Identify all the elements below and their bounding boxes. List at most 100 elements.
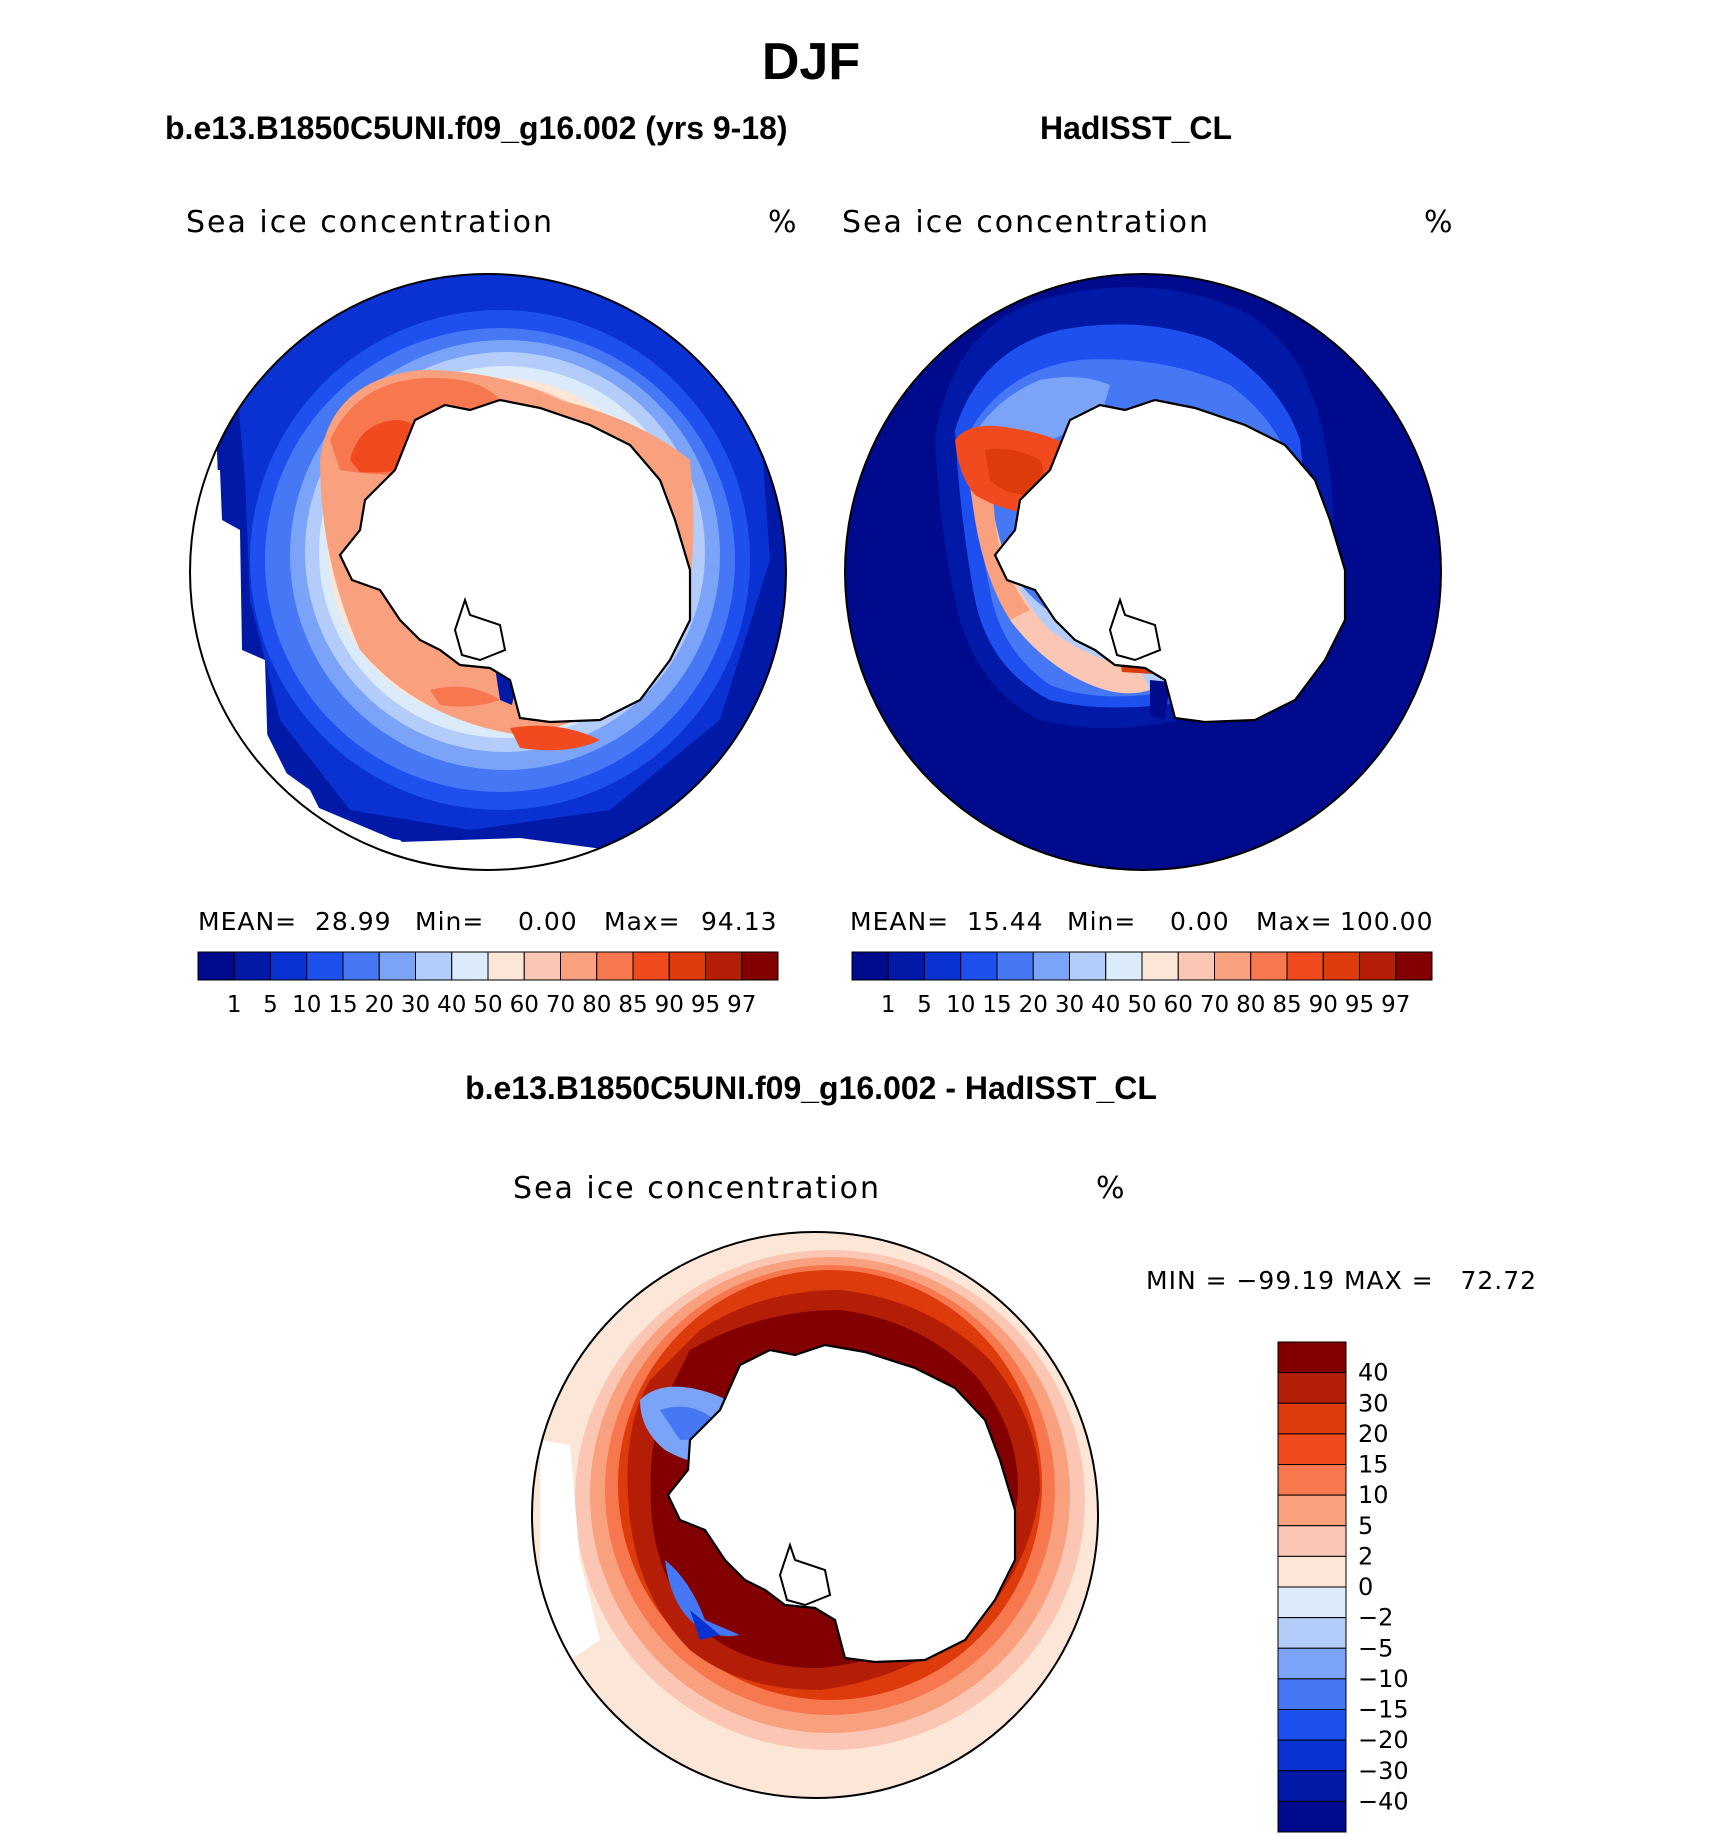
diff-colorbar-swatch bbox=[1277, 1402, 1347, 1435]
obs-colorbar: 1 5 10 15 20 30 40 50 60 70 80 85 90 95 97 bbox=[851, 951, 1433, 1018]
model-colorbar-tick-label: 15 bbox=[328, 992, 357, 1018]
obs-colorbar-swatch bbox=[996, 951, 1034, 981]
model-colorbar-tick-label: 10 bbox=[292, 992, 321, 1018]
model-colorbar-tick-label: 60 bbox=[510, 992, 539, 1018]
obs-max-value: 100.00 bbox=[1340, 907, 1433, 936]
obs-polar-map bbox=[844, 273, 1442, 871]
diff-colorbar-tick-label: −30 bbox=[1358, 1757, 1409, 1785]
diff-colorbar-tick-label: −5 bbox=[1358, 1634, 1393, 1662]
diff-colorbar-swatch bbox=[1277, 1433, 1347, 1465]
diff-colorbar-tick-label: −10 bbox=[1358, 1665, 1409, 1693]
obs-colorbar-tick-label: 80 bbox=[1236, 992, 1265, 1018]
model-min-label: Min= bbox=[415, 907, 484, 936]
model-colorbar-swatch bbox=[523, 951, 561, 981]
figure-title: DJF bbox=[761, 33, 861, 91]
model-colorbar-tick-label: 97 bbox=[727, 992, 756, 1018]
model-colorbar-swatch bbox=[233, 951, 271, 981]
diff-colorbar-swatch bbox=[1277, 1678, 1347, 1710]
obs-colorbar-tick-label: 90 bbox=[1309, 992, 1338, 1018]
model-colorbar-tick-label: 70 bbox=[546, 992, 575, 1018]
model-min-value: 0.00 bbox=[518, 907, 578, 936]
model-colorbar-tick-label: 20 bbox=[365, 992, 394, 1018]
obs-colorbar-tick-label: 50 bbox=[1127, 992, 1156, 1018]
model-colorbar-tick-label: 90 bbox=[655, 992, 684, 1018]
model-colorbar-tick-label: 80 bbox=[582, 992, 611, 1018]
model-field-label: Sea ice concentration bbox=[186, 205, 554, 240]
model-colorbar-tick-label: 5 bbox=[263, 992, 278, 1018]
diff-colorbar-swatch bbox=[1277, 1770, 1347, 1802]
obs-colorbar-tick-label: 10 bbox=[946, 992, 975, 1018]
obs-colorbar-swatch bbox=[1286, 951, 1324, 981]
obs-units: % bbox=[1424, 205, 1453, 240]
model-colorbar-tick-label: 85 bbox=[618, 992, 647, 1018]
obs-colorbar-tick-label: 85 bbox=[1272, 992, 1301, 1018]
diff-colorbar-tick-label: 0 bbox=[1358, 1573, 1373, 1601]
diff-colorbar-swatch bbox=[1277, 1341, 1347, 1374]
diff-colorbar-swatch bbox=[1277, 1800, 1347, 1833]
obs-min-value: 0.00 bbox=[1170, 907, 1230, 936]
obs-colorbar-tick-label: 1 bbox=[881, 992, 896, 1018]
diff-field-label: Sea ice concentration bbox=[513, 1171, 881, 1206]
model-colorbar-tick-label: 1 bbox=[227, 992, 242, 1018]
model-colorbar-swatch bbox=[632, 951, 670, 981]
obs-colorbar-swatch bbox=[1032, 951, 1070, 981]
obs-colorbar-tick-label: 70 bbox=[1200, 992, 1229, 1018]
diff-colorbar-swatch bbox=[1277, 1586, 1347, 1619]
obs-colorbar-swatch bbox=[1395, 951, 1433, 981]
model-colorbar-swatch bbox=[197, 951, 235, 981]
obs-colorbar-tick-label: 60 bbox=[1164, 992, 1193, 1018]
obs-max-label: Max= bbox=[1256, 907, 1333, 936]
diff-colorbar-swatch bbox=[1277, 1555, 1347, 1588]
obs-colorbar-swatch bbox=[1214, 951, 1252, 981]
diff-colorbar-swatch bbox=[1277, 1494, 1347, 1527]
model-colorbar: 1 5 10 15 20 30 40 50 60 70 80 85 90 95 97 bbox=[197, 951, 779, 1018]
model-mean-value: 28.99 bbox=[315, 907, 392, 936]
model-colorbar-swatch bbox=[306, 951, 344, 981]
obs-colorbar-tick-label: 40 bbox=[1091, 992, 1120, 1018]
model-colorbar-swatch bbox=[741, 951, 779, 981]
diff-colorbar-tick-label: 40 bbox=[1358, 1359, 1389, 1387]
obs-colorbar-swatch bbox=[1105, 951, 1143, 981]
diff-colorbar-tick-label: 5 bbox=[1358, 1512, 1373, 1540]
diff-panel-title: b.e13.B1850C5UNI.f09_g16.002 - HadISST_C… bbox=[465, 1070, 1157, 1106]
obs-colorbar-tick-label: 97 bbox=[1381, 992, 1410, 1018]
obs-colorbar-swatch bbox=[1250, 951, 1288, 981]
obs-colorbar-swatch bbox=[960, 951, 998, 981]
diff-colorbar-swatch bbox=[1277, 1739, 1347, 1772]
obs-colorbar-tick-label: 15 bbox=[982, 992, 1011, 1018]
diff-colorbar-swatch bbox=[1277, 1525, 1347, 1557]
model-panel-title: b.e13.B1850C5UNI.f09_g16.002 (yrs 9-18) bbox=[165, 110, 788, 146]
diff-colorbar-swatch bbox=[1277, 1709, 1347, 1741]
model-max-label: Max= bbox=[604, 907, 681, 936]
diff-units: % bbox=[1096, 1171, 1125, 1206]
diff-colorbar-tick-label: 20 bbox=[1358, 1420, 1389, 1448]
diff-colorbar-tick-label: −40 bbox=[1358, 1787, 1409, 1815]
diff-colorbar-tick-label: −15 bbox=[1358, 1696, 1409, 1724]
obs-colorbar-swatch bbox=[1177, 951, 1215, 981]
obs-min-label: Min= bbox=[1067, 907, 1136, 936]
model-colorbar-tick-label: 40 bbox=[437, 992, 466, 1018]
obs-colorbar-tick-label: 5 bbox=[917, 992, 932, 1018]
obs-colorbar-swatch bbox=[887, 951, 925, 981]
diff-colorbar-swatch bbox=[1277, 1464, 1347, 1496]
model-colorbar-swatch bbox=[487, 951, 525, 981]
obs-colorbar-tick-label: 30 bbox=[1055, 992, 1084, 1018]
model-colorbar-swatch bbox=[378, 951, 416, 981]
model-colorbar-swatch bbox=[342, 951, 380, 981]
model-colorbar-swatch bbox=[560, 951, 598, 981]
diff-colorbar-tick-label: 30 bbox=[1358, 1389, 1389, 1417]
diff-colorbar-swatch bbox=[1277, 1372, 1347, 1404]
model-colorbar-swatch bbox=[415, 951, 453, 981]
diff-colorbar-tick-label: 2 bbox=[1358, 1542, 1373, 1570]
diff-polar-map bbox=[531, 1231, 1099, 1799]
obs-panel-title: HadISST_CL bbox=[1040, 110, 1233, 146]
model-colorbar-swatch bbox=[270, 951, 308, 981]
diff-colorbar-tick-label: −2 bbox=[1358, 1604, 1393, 1632]
diff-colorbar-tick-label: 10 bbox=[1358, 1481, 1389, 1509]
model-colorbar-swatch bbox=[596, 951, 634, 981]
diff-colorbar-swatch bbox=[1277, 1617, 1347, 1649]
obs-colorbar-swatch bbox=[1359, 951, 1397, 981]
obs-field-label: Sea ice concentration bbox=[842, 205, 1210, 240]
obs-colorbar-tick-label: 20 bbox=[1019, 992, 1048, 1018]
